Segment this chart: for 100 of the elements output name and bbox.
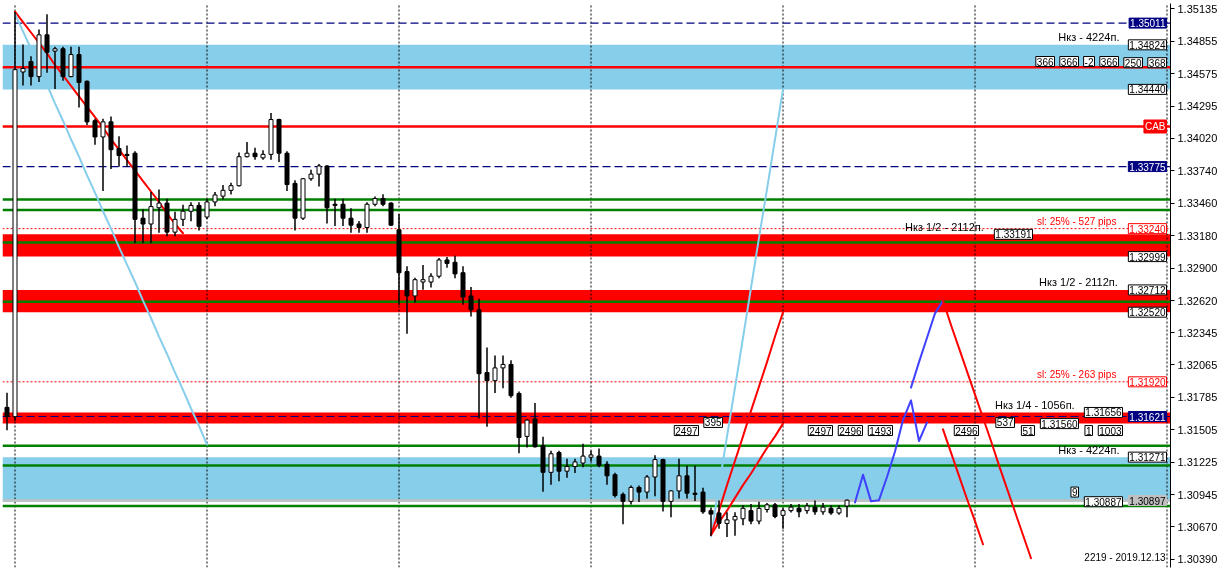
y-tick-label: 1.30390: [1177, 553, 1218, 566]
annotation: 2219 - 2019.12.13: [1084, 552, 1166, 563]
candlestick: [260, 150, 266, 160]
candlestick: [484, 347, 490, 427]
annotation: 1.32999: [1129, 251, 1166, 263]
candlestick: [140, 209, 146, 244]
candlestick: [788, 504, 794, 513]
annotation: 2497: [675, 425, 698, 437]
candlestick: [732, 512, 738, 536]
candlestick: [620, 492, 626, 525]
y-tick-label: 1.32900: [1177, 262, 1218, 275]
candlestick: [612, 472, 618, 498]
ref-line-label: CAB: [1144, 121, 1166, 133]
line-series: [910, 299, 944, 389]
candlestick: [748, 504, 754, 525]
band-label: Нкз 1/2 - 2112п.: [1039, 276, 1118, 289]
y-tick-label: 1.32345: [1177, 326, 1218, 339]
candlestick: [716, 500, 722, 529]
y-tick-label: 1.33460: [1177, 197, 1218, 210]
candlestick: [156, 189, 162, 233]
annotation: 1.31656: [1085, 407, 1122, 419]
candlestick: [436, 258, 442, 279]
y-tick-label: 1.34020: [1177, 132, 1218, 145]
candlestick: [564, 458, 570, 478]
candlestick: [844, 499, 850, 518]
y-tick-label: 1.32620: [1177, 294, 1218, 307]
y-tick-label: 1.31225: [1177, 456, 1218, 469]
candlestick: [692, 465, 698, 501]
candlestick: [20, 44, 26, 86]
y-tick-label: 1.32065: [1177, 358, 1218, 371]
band-label: Нкз - 4224п.: [1058, 443, 1120, 456]
y-tick-label: 1.34575: [1177, 67, 1218, 80]
annotation: 9: [1071, 487, 1078, 499]
candlestick: [724, 512, 730, 537]
candlestick: [388, 202, 394, 226]
candlestick: [124, 145, 130, 167]
annotation: 1.32520: [1129, 307, 1166, 319]
candlestick: [740, 505, 746, 526]
annotation: 368: [1148, 57, 1166, 69]
annotation: 537: [996, 417, 1014, 429]
candlestick: [548, 450, 554, 485]
candlestick: [252, 147, 258, 160]
y-tick-label: 1.33180: [1177, 229, 1218, 242]
annotation: 366: [1036, 56, 1054, 68]
candlestick: [100, 118, 106, 192]
y-tick-label: 1.30945: [1177, 488, 1218, 501]
annotation: 1.31560: [1041, 418, 1078, 430]
candlestick: [756, 501, 762, 525]
annotation: 1.32712: [1129, 284, 1166, 296]
candlestick: [116, 136, 122, 167]
candlestick: [68, 46, 74, 78]
candlestick: [172, 211, 178, 237]
candlestick: [412, 277, 418, 303]
ref-line-label: 1.30897: [1129, 495, 1166, 507]
band-label: Нкз 1/2 - 2112п.: [905, 220, 984, 233]
annotation: 250: [1124, 57, 1142, 69]
candlestick: [364, 202, 370, 233]
annotation: 1: [1085, 425, 1092, 437]
ref-line-label: 1.31920: [1129, 376, 1166, 388]
candlestick: [556, 450, 562, 482]
ref-line-label: 1.31621: [1129, 411, 1166, 423]
candlestick: [332, 198, 338, 226]
annotation: 2497: [809, 425, 832, 437]
candlestick: [676, 458, 682, 499]
candlestick: [52, 46, 58, 89]
y-tick-label: 1.34295: [1177, 100, 1218, 113]
annotation: 395: [704, 417, 722, 429]
y-tick-label: 1.34855: [1177, 35, 1218, 48]
annotation: -2: [1084, 56, 1094, 68]
candlestick: [316, 164, 322, 187]
candlestick: [452, 255, 458, 279]
annotation: 1003: [1099, 425, 1122, 437]
ref-line-label: 1.33775: [1129, 161, 1166, 173]
candlestick: [652, 455, 658, 497]
annotation: 1.31271: [1129, 452, 1166, 464]
candlestick: [420, 265, 426, 290]
ref-line-label: 1.33240: [1129, 223, 1166, 235]
candlestick: [468, 287, 474, 317]
y-tick-label: 1.35135: [1177, 2, 1218, 15]
annotation: 2496: [955, 425, 978, 437]
y-tick-label: 1.33740: [1177, 164, 1218, 177]
candlestick: [188, 202, 194, 222]
annotation: 2496: [839, 425, 862, 437]
candlestick: [708, 507, 714, 536]
candlestick: [244, 142, 250, 158]
candlestick: [148, 191, 154, 244]
candlestick: [196, 202, 202, 231]
band-label: Нкз - 4224п.: [1058, 31, 1120, 44]
annotation: 366: [1100, 56, 1118, 68]
candlestick: [524, 419, 530, 448]
candlestick: [684, 465, 690, 499]
y-tick-label: 1.30670: [1177, 520, 1218, 533]
candlestick: [668, 490, 674, 518]
candlestick: [180, 204, 186, 226]
y-tick-label: 1.31785: [1177, 391, 1218, 404]
candlestick: [500, 355, 506, 389]
candlestick: [492, 355, 498, 394]
candlestick: [700, 487, 706, 514]
annotation: 51: [1022, 425, 1034, 437]
candlestick: [604, 461, 610, 485]
